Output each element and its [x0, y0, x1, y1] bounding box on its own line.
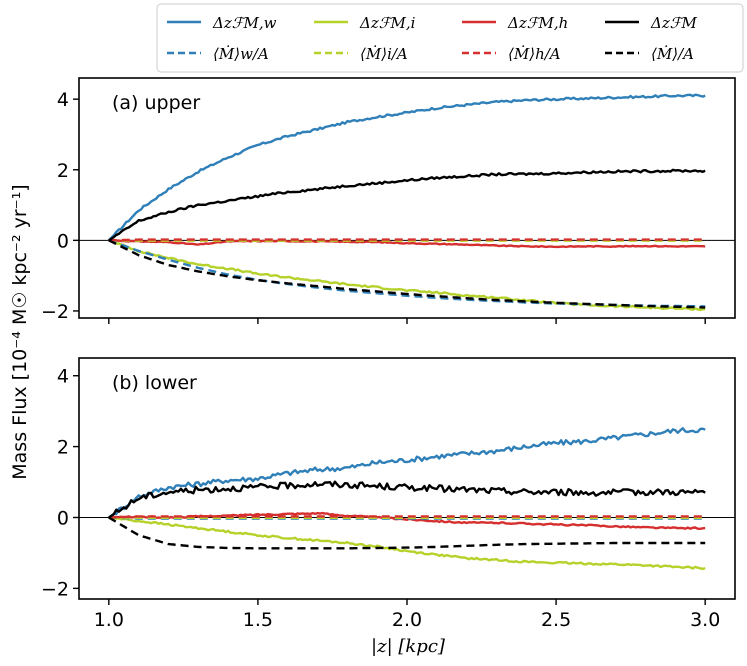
- x-tick-label: 1.0: [94, 609, 124, 631]
- legend-label: ⟨Ṁ⟩w/A: [213, 45, 269, 63]
- legend: ΔzℱM,w ΔzℱM,i ΔzℱM,h ΔzℱM ⟨Ṁ⟩w/A ⟨Ṁ⟩i/A ⟨Ṁ⟩h/A…: [156, 3, 744, 73]
- panel-lower-title: (b) lower: [112, 372, 197, 394]
- y-tick-label: 0: [57, 507, 69, 529]
- series-line: [108, 239, 706, 309]
- series-line: [108, 511, 706, 530]
- x-axis-label: |z| [kpc]: [371, 636, 446, 657]
- legend-item: ⟨Ṁ⟩h/A: [462, 45, 561, 63]
- legend-label: ⟨Ṁ⟩/A: [651, 45, 694, 63]
- legend-item: ⟨Ṁ⟩i/A: [314, 45, 408, 63]
- series-line: [108, 168, 706, 242]
- legend-item: ⟨Ṁ⟩w/A: [167, 45, 269, 63]
- series-line: [108, 239, 706, 312]
- series-line: [108, 516, 706, 571]
- panel-upper: (a) upper −2 0 2 4: [41, 77, 736, 324]
- legend-item: ⟨Ṁ⟩/A: [605, 45, 694, 63]
- series-line: [108, 515, 706, 519]
- x-tick-label: 1.5: [243, 609, 273, 631]
- legend-item: ΔzℱM,w: [167, 14, 277, 32]
- series-line: [107, 93, 706, 242]
- y-tick-label: 4: [57, 89, 69, 111]
- x-tick-label: 2.5: [541, 609, 571, 631]
- legend-item: ΔzℱM,i: [314, 14, 416, 32]
- series-line: [108, 239, 706, 249]
- legend-label: ΔzℱM,h: [507, 14, 568, 32]
- legend-frame: [156, 3, 744, 73]
- series-line: [108, 480, 706, 519]
- y-tick-label: −2: [41, 578, 69, 600]
- legend-label: ΔzℱM,w: [212, 14, 277, 32]
- series-line: [108, 516, 706, 550]
- y-tick-label: 2: [57, 160, 69, 182]
- panel-upper-frame: [78, 77, 736, 319]
- panel-upper-title: (a) upper: [112, 92, 200, 114]
- legend-item: ΔzℱM: [605, 14, 698, 32]
- y-tick-label: 0: [57, 230, 69, 252]
- y-axis-label: Mass Flux [10⁻⁴ M☉ kpc⁻² yr⁻¹]: [9, 184, 31, 479]
- legend-item: ΔzℱM,h: [462, 14, 568, 32]
- legend-label: ΔzℱM: [650, 14, 698, 32]
- legend-label: ⟨Ṁ⟩i/A: [360, 45, 408, 63]
- panel-lower: (b) lower −2 0 2 4 1.0 1.5 2.0 2.5 3.0: [41, 357, 736, 631]
- series-line: [108, 238, 706, 242]
- y-tick-label: −2: [41, 301, 69, 323]
- series-line: [108, 427, 706, 519]
- legend-label: ⟨Ṁ⟩h/A: [508, 45, 561, 63]
- panel-lower-frame: [78, 357, 736, 600]
- y-tick-label: 2: [57, 437, 69, 459]
- x-tick-label: 3.0: [690, 609, 720, 631]
- x-tick-label: 2.0: [392, 609, 422, 631]
- y-tick-label: 4: [57, 366, 69, 388]
- legend-label: ΔzℱM,i: [359, 14, 416, 32]
- series-line: [108, 239, 706, 308]
